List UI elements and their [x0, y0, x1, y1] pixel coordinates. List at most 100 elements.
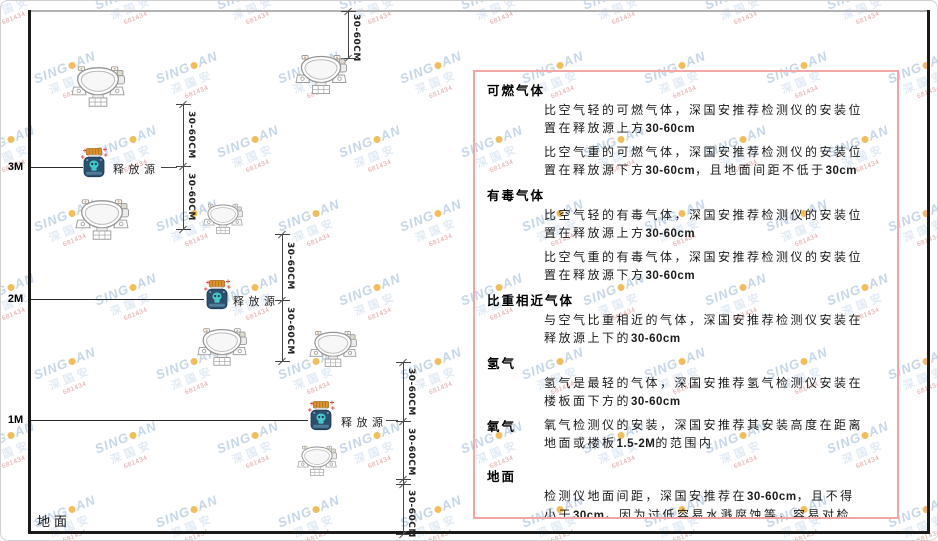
dimension-label: 30-60CM [406, 490, 416, 538]
brand-dot-icon [250, 134, 260, 145]
gas-detector-icon [75, 199, 130, 240]
guidelines-panel: 可燃气体 比空气轻的可燃气体，深国安推荐检测仪的安装位置在释放源上方30-60c… [473, 70, 899, 519]
dimension-line [403, 362, 404, 534]
level-line-3m [31, 167, 83, 168]
section-heading: 氧气 [487, 420, 517, 434]
brand-dot-icon [799, 60, 809, 71]
release-source-label: 释放源 [113, 164, 160, 176]
section-heading: 可燃气体 [487, 84, 546, 98]
brand-dot-icon [555, 60, 565, 71]
brand-dot-icon [433, 60, 443, 71]
brand-dot-icon [189, 504, 199, 515]
brand-dot-icon [67, 356, 77, 367]
gas-detector-icon [295, 54, 348, 95]
brand-dot-icon [433, 208, 443, 219]
brand-dot-icon [372, 430, 382, 441]
section-heading: 比重相近气体 [487, 294, 575, 308]
left-wall-line [28, 10, 31, 534]
section-toxic-gas: 有毒气体 比空气轻的有毒气体，深国安推荐检测仪的安装位置在释放源上方30-60c… [483, 185, 887, 285]
dimension-line [348, 11, 349, 58]
dimension-label: 30-60CM [186, 111, 196, 159]
section-ground: 地面 检测仪地面间距，深国安推荐在30-60cm，且不得小于30cm，因为过低容… [483, 466, 887, 519]
dimension-label: 30-60CM [285, 307, 295, 355]
brand-dot-icon [250, 430, 260, 441]
section-oxygen: 氧气 氧气检测仪的安装，深国安推荐其安装高度在距离地面或楼板1.5-2M的范围内 [483, 416, 887, 453]
section-paragraph: 比空气重的可燃气体，深国安推荐检测仪的安装位置在释放源下方30-60cm，且地面… [544, 145, 864, 177]
brand-dot-icon [6, 282, 16, 293]
brand-dot-icon [250, 282, 260, 293]
level-line-1m [31, 420, 308, 421]
gas-detector-icon [197, 328, 248, 366]
section-paragraph: 比空气轻的有毒气体，深国安推荐检测仪的安装位置在释放源上方30-60cm [544, 208, 864, 240]
level-label-3m: 3M [7, 161, 24, 173]
section-combustible-gas: 可燃气体 比空气轻的可燃气体，深国安推荐检测仪的安装位置在释放源上方30-60c… [483, 80, 887, 180]
brand-dot-icon [372, 134, 382, 145]
level-line-2m [31, 299, 204, 300]
release-source-icon [80, 147, 109, 178]
section-paragraph: 检测仪地面间距，深国安推荐在30-60cm，且不得小于30cm，因为过低容易水溅… [544, 489, 855, 519]
dimension-label: 30-60CM [406, 428, 416, 476]
release-source-icon [307, 400, 336, 431]
level-label-1m: 1M [7, 414, 24, 426]
brand-dot-icon [189, 60, 199, 71]
brand-dot-icon [128, 134, 138, 145]
brand-dot-icon [433, 356, 443, 367]
ground-label: 地面 [37, 514, 72, 529]
dimension-connector [386, 420, 398, 421]
ceiling-line [29, 10, 929, 12]
gas-detector-icon [309, 330, 358, 368]
release-source-label: 释放源 [233, 296, 280, 308]
ground-line [28, 531, 930, 534]
release-source-label: 释放源 [341, 417, 388, 429]
brand-dot-icon [372, 282, 382, 293]
section-heading: 氢气 [487, 357, 517, 371]
gas-detector-icon [71, 66, 126, 107]
section-paragraph: 与空气比重相近的气体，深国安推荐检测仪安装在释放源上下的30-60cm [544, 313, 864, 345]
brand-dot-icon [128, 282, 138, 293]
section-heading: 地面 [487, 470, 517, 484]
gas-detector-icon [203, 203, 244, 234]
dimension-label: 30-60CM [186, 173, 196, 221]
dimension-label: 30-60CM [351, 14, 361, 62]
level-label-2m: 2M [7, 293, 24, 305]
section-paragraph: 氢气是最轻的气体，深国安推荐氢气检测仪安装在楼板面下方的30-60cm [544, 376, 864, 408]
brand-dot-icon [311, 504, 321, 515]
dimension-connector [161, 167, 177, 168]
brand-dot-icon [311, 208, 321, 219]
section-paragraph: 比空气轻的可燃气体，深国安推荐检测仪的安装位置在释放源上方30-60cm [544, 103, 864, 135]
dimension-label: 30-60CM [406, 368, 416, 416]
brand-dot-icon [433, 504, 443, 515]
section-hydrogen: 氢气 氢气是最轻的气体，深国安推荐氢气检测仪安装在楼板面下方的30-60cm [483, 353, 887, 411]
section-heading: 有毒气体 [487, 189, 546, 203]
brand-dot-icon [6, 430, 16, 441]
brand-dot-icon [6, 134, 16, 145]
section-similar-density-gas: 比重相近气体 与空气比重相近的气体，深国安推荐检测仪安装在释放源上下的30-60… [483, 290, 887, 348]
brand-dot-icon [128, 430, 138, 441]
section-paragraph: 氧气检测仪的安装，深国安推荐其安装高度在距离地面或楼板1.5-2M的范围内 [544, 418, 864, 450]
gas-detector-icon [297, 445, 338, 476]
section-paragraph: 比空气重的有毒气体，深国安推荐检测仪的安装位置在释放源下方30-60cm [544, 250, 864, 282]
release-source-icon [203, 279, 232, 310]
brand-dot-icon [677, 60, 687, 71]
right-wall-line [927, 10, 930, 534]
dimension-label: 30-60CM [285, 242, 295, 290]
